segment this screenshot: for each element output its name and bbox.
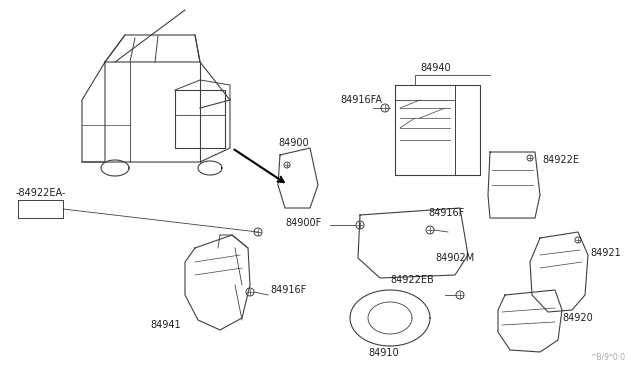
Text: ^B/9*0:0: ^B/9*0:0 — [590, 353, 625, 362]
Text: 84922E: 84922E — [542, 155, 579, 165]
Text: 84900F: 84900F — [285, 218, 321, 228]
Text: 84916FA: 84916FA — [340, 95, 382, 105]
Text: -84922EA-: -84922EA- — [16, 188, 67, 198]
Text: 84910: 84910 — [368, 348, 399, 358]
Text: 84940: 84940 — [420, 63, 451, 73]
Text: 84902M: 84902M — [435, 253, 474, 263]
Text: 84922EB: 84922EB — [390, 275, 434, 285]
Text: 84900: 84900 — [278, 138, 308, 148]
Text: 84921: 84921 — [590, 248, 621, 258]
Text: 84920: 84920 — [562, 313, 593, 323]
Text: 84941: 84941 — [150, 320, 180, 330]
Text: 84916F: 84916F — [270, 285, 307, 295]
Text: 84916F: 84916F — [428, 208, 464, 218]
